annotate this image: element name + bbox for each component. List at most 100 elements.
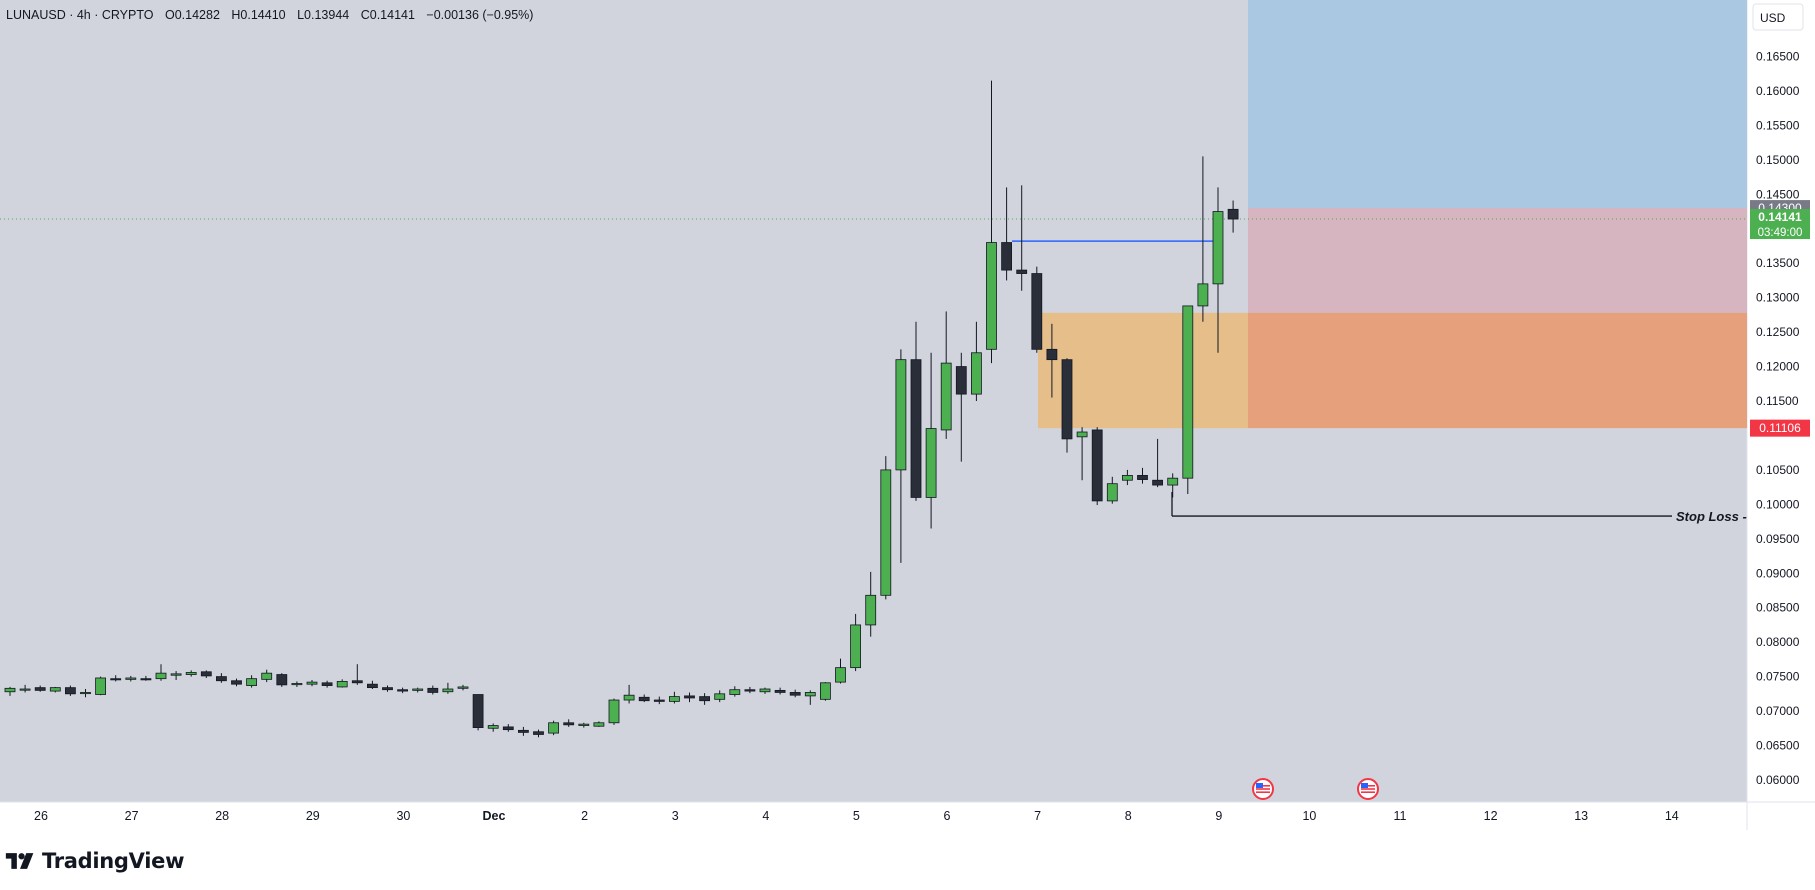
candle-body-down <box>774 689 786 693</box>
candle <box>1031 266 1043 353</box>
candle <box>170 671 182 681</box>
candle-body-up <box>729 689 741 695</box>
brand-name: TradingView <box>42 849 185 873</box>
candle <box>789 689 801 698</box>
candle-body-down <box>699 696 710 702</box>
candle-body-down <box>1091 429 1103 502</box>
candle <box>472 694 484 731</box>
target-zone[interactable] <box>1248 0 1747 209</box>
candle-body-down <box>563 722 575 726</box>
candle <box>95 676 106 696</box>
price-tick-label: 0.13000 <box>1756 291 1800 305</box>
position-zones <box>1038 0 1747 429</box>
candle <box>65 685 76 696</box>
candle-body-down <box>110 678 122 681</box>
time-tick-label: 5 <box>853 809 860 823</box>
candle <box>321 680 333 688</box>
candle-body-down <box>276 674 288 686</box>
price-tick-label: 0.08000 <box>1756 635 1800 649</box>
candle-body-up <box>1167 477 1179 486</box>
candle-body-down <box>1031 273 1043 350</box>
candle <box>548 720 559 736</box>
candle <box>684 692 695 703</box>
candle-body-down <box>382 687 393 691</box>
countdown-label: 03:49:00 <box>1758 227 1803 239</box>
price-tick-label: 0.15500 <box>1756 118 1800 132</box>
candle-body-down <box>1137 475 1148 480</box>
candle <box>940 311 952 439</box>
risk-zone[interactable] <box>1248 208 1747 313</box>
candle <box>1137 467 1148 484</box>
price-tick-label: 0.13500 <box>1756 256 1800 270</box>
candle-body-down <box>231 680 242 685</box>
price-axis-background <box>1747 0 1815 802</box>
candle <box>835 658 846 684</box>
candle-body-down <box>200 671 212 677</box>
price-tick-label: 0.12500 <box>1756 325 1800 339</box>
change-value: −0.00136 (−0.95%) <box>426 8 533 22</box>
candle-body-down <box>502 726 514 731</box>
candle <box>185 670 197 677</box>
candle-body-up <box>261 672 273 680</box>
candle-body-up <box>820 682 831 700</box>
time-tick-label: 4 <box>762 809 769 823</box>
time-tick-label: 3 <box>672 809 679 823</box>
time-axis-background <box>0 802 1815 830</box>
candle-body-down <box>518 729 529 733</box>
candle-body-up <box>412 688 424 691</box>
price-tick-label: 0.16000 <box>1756 84 1800 98</box>
candle <box>382 685 393 692</box>
time-tick-label: 27 <box>125 809 139 823</box>
candle <box>910 321 922 501</box>
candle-body-up <box>336 681 348 688</box>
us-flag-icon[interactable] <box>1357 778 1379 800</box>
candle <box>366 680 378 690</box>
last-price-label: 0.14141 <box>1758 210 1802 224</box>
currency-button[interactable]: USD <box>1760 11 1786 25</box>
candle-body-up <box>804 692 816 697</box>
candle <box>955 352 967 462</box>
candle <box>759 687 771 694</box>
candle <box>880 456 892 600</box>
candle <box>502 724 514 732</box>
candle <box>200 670 212 678</box>
candle-body-up <box>865 594 877 626</box>
candle <box>578 722 590 728</box>
candle-body-up <box>457 686 469 689</box>
candle-body-up <box>246 678 258 686</box>
candle-body-down <box>427 687 439 693</box>
candle <box>593 721 605 727</box>
candle-body-up <box>850 624 861 669</box>
symbol-line: LUNAUSD · 4h · CRYPTO <box>6 8 154 22</box>
candle-body-down <box>789 692 801 696</box>
candle-body-up <box>940 362 952 431</box>
tradingview-brand[interactable]: TradingView <box>4 846 184 876</box>
candle <box>1182 305 1194 495</box>
candle-body-up <box>1106 483 1118 502</box>
candle <box>487 723 499 732</box>
us-flag-icon[interactable] <box>1252 778 1274 800</box>
low-value: L0.13944 <box>297 8 349 22</box>
candle-body-down <box>366 683 378 689</box>
time-tick-label: 14 <box>1665 809 1679 823</box>
risk-demand-overlap-zone[interactable] <box>1248 312 1747 429</box>
candle <box>850 613 861 672</box>
time-tick-label: 29 <box>306 809 320 823</box>
candle-body-down <box>1061 359 1073 440</box>
open-value: O0.14282 <box>165 8 220 22</box>
time-tick-label: 26 <box>34 809 48 823</box>
candle <box>215 673 227 683</box>
time-tick-label: 30 <box>396 809 410 823</box>
candle-body-up <box>548 722 559 734</box>
candle-body-down <box>955 366 967 395</box>
price-tick-label: 0.10000 <box>1756 497 1800 511</box>
candle <box>336 679 348 688</box>
candle <box>804 690 816 705</box>
candle-body-down <box>1046 348 1058 361</box>
time-tick-label: 28 <box>215 809 229 823</box>
demand-zone[interactable] <box>1038 312 1248 429</box>
candle-body-up <box>895 359 907 471</box>
candle <box>306 680 318 687</box>
stop-price-badge: 0.11106 <box>1750 419 1810 437</box>
